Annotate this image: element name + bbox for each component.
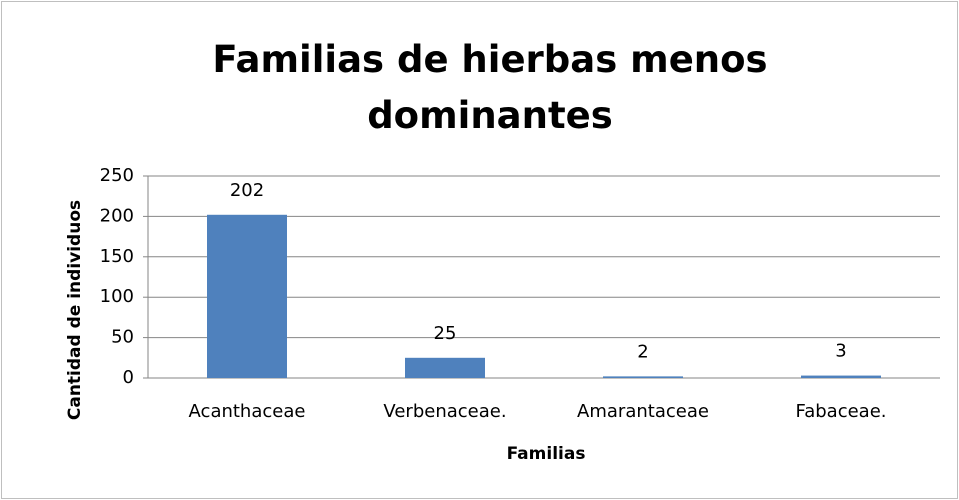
- y-tick-label: 150: [100, 246, 134, 267]
- y-tick-label: 100: [100, 286, 134, 307]
- data-label: 202: [230, 180, 264, 201]
- y-tick-label: 200: [100, 205, 134, 226]
- x-axis-label: Familias: [507, 444, 586, 464]
- data-label: 25: [434, 323, 457, 344]
- bar: [405, 357, 485, 378]
- data-label: 2: [637, 341, 648, 362]
- data-label: 3: [835, 341, 846, 362]
- x-tick-label: Verbenaceae.: [383, 401, 506, 422]
- x-tick-label: Acanthaceae: [189, 401, 306, 422]
- y-tick-label: 0: [123, 367, 134, 388]
- y-tick-label: 250: [100, 165, 134, 186]
- bar: [801, 375, 881, 378]
- x-tick-label: Fabaceae.: [796, 401, 887, 422]
- x-tick-label: Amarantaceae: [577, 401, 709, 422]
- bar: [603, 376, 683, 378]
- y-axis-label: Cantidad de individuos: [65, 200, 85, 420]
- chart-title: Familias de hierbas menos dominantes: [212, 38, 768, 137]
- y-tick-label: 50: [111, 327, 134, 348]
- bar: [207, 214, 287, 378]
